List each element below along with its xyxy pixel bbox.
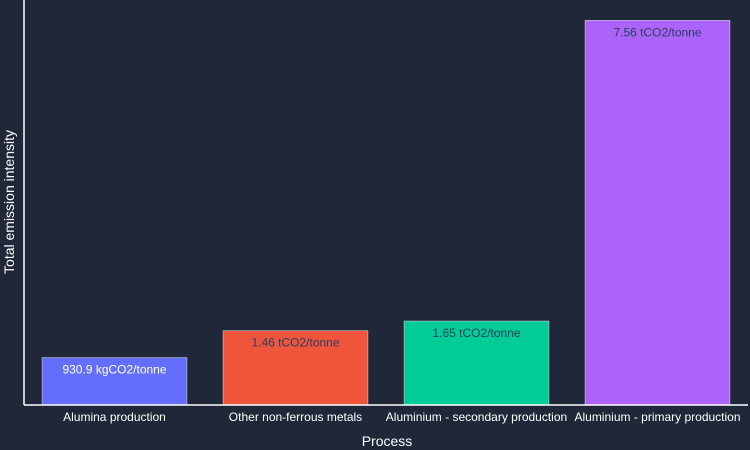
bar-value-label: 1.65 tCO2/tonne	[432, 326, 520, 340]
x-tick-label: Aluminium - secondary production	[386, 410, 567, 424]
x-tick-labels: Alumina production Other non-ferrous meta…	[63, 410, 740, 424]
bar-1	[222, 330, 369, 406]
x-tick-label: Alumina production	[63, 410, 166, 424]
bar-value-label: 7.56 tCO2/tonne	[613, 25, 701, 39]
bar-2	[403, 320, 550, 406]
bar-value-label: 1.46 tCO2/tonne	[251, 336, 339, 350]
data-labels-layer: 930.9 kgCO2/tonne 1.46 tCO2/tonne 1.65 tCO…	[62, 25, 701, 376]
x-tick-label: Other non-ferrous metals	[229, 410, 362, 424]
y-axis-title: Total emission intensity	[1, 130, 17, 274]
bar-0	[41, 357, 188, 406]
bar-value-label: 930.9 kgCO2/tonne	[62, 363, 166, 377]
bar-3	[584, 20, 731, 406]
x-axis-title: Process	[362, 433, 413, 449]
x-tick-label: Aluminium - primary production	[574, 410, 740, 424]
bars-layer	[41, 20, 731, 406]
